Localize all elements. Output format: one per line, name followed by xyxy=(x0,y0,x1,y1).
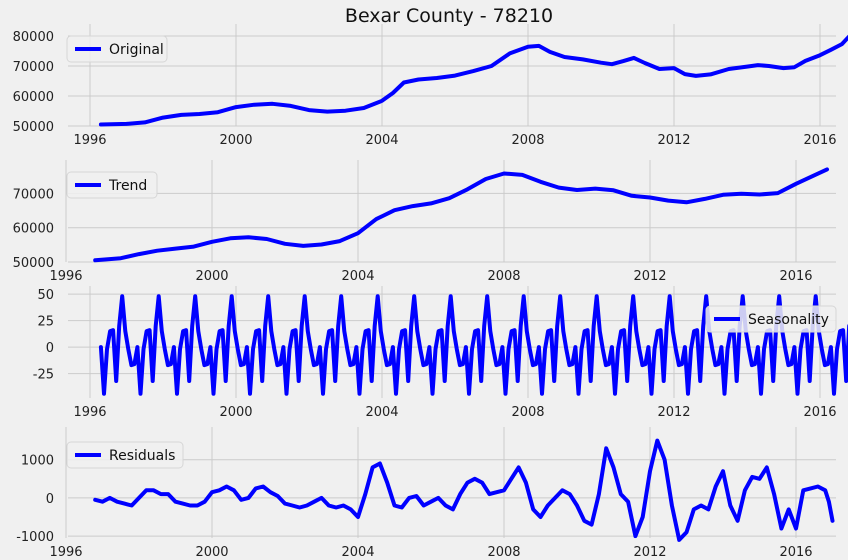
y-tick-label: 70000 xyxy=(13,60,54,75)
x-tick-label: 2000 xyxy=(219,405,252,420)
legend-box xyxy=(66,35,168,63)
x-tick-label: 1996 xyxy=(73,405,106,420)
panel-3: -25 0 25 50 1996 2000 2004 2008 2012 2016 Seasonal… xyxy=(33,286,848,420)
y-tick-label: 50000 xyxy=(13,256,54,271)
x-tick-label: 2000 xyxy=(195,545,228,560)
y-tick-label: 0 xyxy=(46,341,54,356)
legend-label: Original xyxy=(109,42,164,58)
legend-label: Trend xyxy=(108,178,147,194)
y-tick-label: -25 xyxy=(33,368,54,383)
x-tick-label: 2008 xyxy=(487,545,520,560)
x-tick-label: 2016 xyxy=(779,545,812,560)
series-line-trend xyxy=(93,167,829,263)
y-tick-label: 1000 xyxy=(21,454,54,469)
x-tick-label: 2000 xyxy=(219,133,252,148)
series-line-residuals xyxy=(93,438,835,542)
series-line-original xyxy=(98,34,848,127)
x-tick-label: 2012 xyxy=(633,269,666,284)
x-tick-label: 2004 xyxy=(365,405,398,420)
x-tick-label: 2008 xyxy=(487,269,520,284)
y-tick-label: -1000 xyxy=(16,530,54,545)
y-tick-label: 60000 xyxy=(13,90,54,105)
x-tick-label: 2012 xyxy=(657,133,690,148)
x-tick-label: 1996 xyxy=(49,545,82,560)
legend-label: Residuals xyxy=(109,448,175,464)
x-tick-label: 1996 xyxy=(73,133,106,148)
x-tick-label: 2000 xyxy=(195,269,228,284)
chart-title: Bexar County - 78210 xyxy=(345,5,553,27)
y-tick-label: 25 xyxy=(37,315,54,330)
panel-4: -1000 0 1000 1996 2000 2004 2008 2012 2016 Residu… xyxy=(16,427,836,560)
x-tick-label: 2004 xyxy=(341,545,374,560)
panel-2: 50000 60000 70000 1996 2000 2004 2008 2012 2016 T… xyxy=(13,160,836,284)
x-tick-label: 2004 xyxy=(365,133,398,148)
x-tick-label: 2008 xyxy=(511,405,544,420)
x-tick-label: 1996 xyxy=(49,269,82,284)
series-line-seasonality xyxy=(98,294,848,396)
x-tick-label: 2016 xyxy=(803,405,836,420)
y-tick-label: 0 xyxy=(46,492,54,507)
x-tick-label: 2004 xyxy=(341,269,374,284)
legend-box xyxy=(66,171,158,199)
x-tick-label: 2012 xyxy=(657,405,690,420)
y-tick-label: 70000 xyxy=(13,187,54,202)
legend-label: Seasonality xyxy=(748,312,829,328)
y-tick-label: 50000 xyxy=(13,120,54,135)
x-tick-label: 2016 xyxy=(803,133,836,148)
y-tick-label: 60000 xyxy=(13,222,54,237)
x-tick-label: 2016 xyxy=(779,269,812,284)
y-tick-label: 80000 xyxy=(13,30,54,45)
x-tick-label: 2012 xyxy=(633,545,666,560)
x-tick-label: 2008 xyxy=(511,133,544,148)
y-tick-label: 50 xyxy=(37,288,54,303)
panel-1: 50000 60000 70000 80000 1996 2000 2004 2008 2012… xyxy=(13,5,848,148)
legend-box xyxy=(66,441,184,469)
legend-box xyxy=(705,305,837,333)
